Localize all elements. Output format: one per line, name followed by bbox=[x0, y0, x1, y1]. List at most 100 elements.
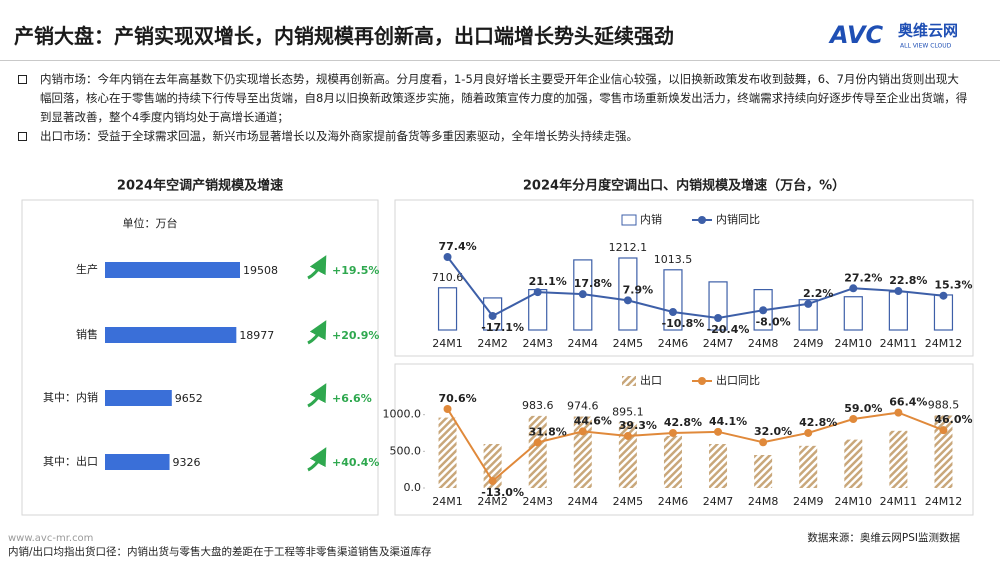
line-point bbox=[759, 306, 768, 315]
line bbox=[446, 256, 944, 320]
x-tick-label: 24M9 bbox=[793, 337, 824, 350]
line-point bbox=[894, 408, 903, 417]
line-point bbox=[533, 438, 542, 447]
x-tick-label: 24M3 bbox=[522, 337, 553, 350]
x-tick-label: 24M3 bbox=[522, 495, 553, 508]
bullet: 内销市场：今年内销在去年高基数下仍实现增长态势，规模再创新高。分月度看，1-5月… bbox=[18, 70, 968, 127]
x-tick-label: 24M11 bbox=[880, 337, 918, 350]
x-tick-label: 24M1 bbox=[432, 495, 463, 508]
value-label: 77.4% bbox=[438, 240, 476, 253]
bar bbox=[105, 454, 170, 470]
value-label: 44.1% bbox=[709, 415, 747, 428]
x-tick-label: 24M10 bbox=[835, 337, 873, 350]
chart-title: 2024年分月度空调出口、内销规模及增速（万台，%） bbox=[523, 178, 845, 194]
x-tick-label: 24M6 bbox=[658, 495, 689, 508]
bar bbox=[663, 269, 683, 331]
line-point bbox=[578, 290, 587, 299]
bar bbox=[754, 455, 773, 488]
value-label: 1013.5 bbox=[654, 253, 693, 266]
bar bbox=[438, 417, 457, 488]
legend-label: 内销同比 bbox=[716, 212, 760, 226]
category-label: 生产 bbox=[76, 262, 98, 276]
line-point bbox=[804, 428, 813, 437]
bar bbox=[889, 430, 908, 488]
bar bbox=[105, 262, 240, 278]
value-label: 42.8% bbox=[664, 416, 702, 429]
bar bbox=[888, 291, 908, 331]
value-label: 988.5 bbox=[928, 399, 960, 412]
growth-arrow bbox=[307, 447, 327, 472]
legend-swatch bbox=[621, 214, 637, 226]
growth-label: +6.6% bbox=[332, 392, 372, 405]
unit-label: 单位：万台 bbox=[123, 216, 178, 230]
x-tick-label: 24M1 bbox=[432, 337, 463, 350]
bar bbox=[843, 296, 863, 331]
y-tick-label: 0.0 bbox=[404, 481, 422, 494]
x-tick-label: 24M7 bbox=[703, 495, 734, 508]
line-point bbox=[443, 405, 452, 413]
bar bbox=[799, 445, 818, 488]
value-label: 983.6 bbox=[522, 399, 554, 412]
legend-swatch bbox=[622, 376, 636, 386]
bullet: 出口市场：受益于全球需求回温，新兴市场显著增长以及海外商家提前备货等多重因素驱动… bbox=[18, 127, 968, 146]
logo-name: 奥维云网 bbox=[898, 22, 958, 40]
footnote: 内销/出口均指出货口径：内销出货与零售大盘的差距在于工程等非零售渠道销售及渠道库… bbox=[8, 545, 432, 558]
bullet-list: 内销市场：今年内销在去年高基数下仍实现增长态势，规模再创新高。分月度看，1-5月… bbox=[18, 70, 968, 146]
line-point bbox=[488, 477, 497, 485]
legend-dot bbox=[698, 377, 706, 385]
line-point bbox=[443, 253, 452, 261]
value-label: 1212.1 bbox=[609, 241, 648, 254]
value-label: 710.6 bbox=[432, 271, 464, 284]
value-label: -20.4% bbox=[707, 323, 750, 336]
x-tick-label: 24M2 bbox=[477, 495, 508, 508]
value-label: 31.8% bbox=[529, 425, 567, 438]
line-point bbox=[623, 296, 632, 305]
value-label: 9326 bbox=[173, 456, 201, 469]
line-point bbox=[623, 431, 632, 440]
bar bbox=[933, 294, 954, 331]
bar bbox=[105, 327, 237, 343]
bar bbox=[105, 390, 172, 406]
x-tick-label: 24M11 bbox=[880, 495, 918, 508]
logo-tagline: ALL VIEW CLOUD bbox=[900, 43, 952, 50]
x-tick-label: 24M6 bbox=[658, 337, 689, 350]
x-tick-label: 24M4 bbox=[568, 337, 599, 350]
bar bbox=[663, 435, 682, 488]
value-label: 19508 bbox=[243, 264, 278, 277]
x-tick-label: 24M4 bbox=[568, 495, 599, 508]
source: 数据来源：奥维云网PSI监测数据 bbox=[807, 531, 960, 544]
x-tick-label: 24M5 bbox=[613, 495, 644, 508]
x-tick-label: 24M8 bbox=[748, 337, 779, 350]
legend-label: 出口同比 bbox=[716, 373, 760, 387]
bar bbox=[934, 415, 953, 488]
value-label: 17.8% bbox=[574, 277, 612, 290]
value-label: 15.3% bbox=[934, 279, 972, 292]
legend-label: 出口 bbox=[640, 373, 662, 387]
bar bbox=[709, 444, 728, 488]
x-tick-label: 24M8 bbox=[748, 495, 779, 508]
value-label: 21.1% bbox=[529, 275, 567, 288]
value-label: -10.8% bbox=[662, 317, 705, 330]
bar bbox=[437, 287, 458, 331]
line-point bbox=[804, 299, 813, 308]
line-point bbox=[578, 427, 587, 436]
line bbox=[446, 408, 944, 483]
x-tick-label: 24M12 bbox=[925, 337, 963, 350]
x-tick-label: 24M2 bbox=[477, 337, 508, 350]
value-label: 44.6% bbox=[574, 414, 612, 427]
line-point bbox=[714, 314, 723, 322]
x-tick-label: 24M10 bbox=[835, 495, 873, 508]
bar bbox=[618, 422, 637, 488]
value-label: 22.8% bbox=[889, 274, 927, 287]
category-label: 其中：出口 bbox=[43, 454, 98, 468]
line-point bbox=[849, 414, 858, 423]
chart-title: 2024年空调产销规模及增速 bbox=[117, 178, 283, 194]
value-label: -8.0% bbox=[756, 315, 791, 328]
line-point bbox=[759, 438, 768, 447]
bar bbox=[798, 299, 818, 331]
value-label: 27.2% bbox=[844, 271, 882, 284]
value-label: 70.6% bbox=[438, 392, 476, 405]
bar bbox=[618, 257, 638, 331]
bar bbox=[573, 416, 592, 488]
line-point bbox=[849, 284, 858, 293]
